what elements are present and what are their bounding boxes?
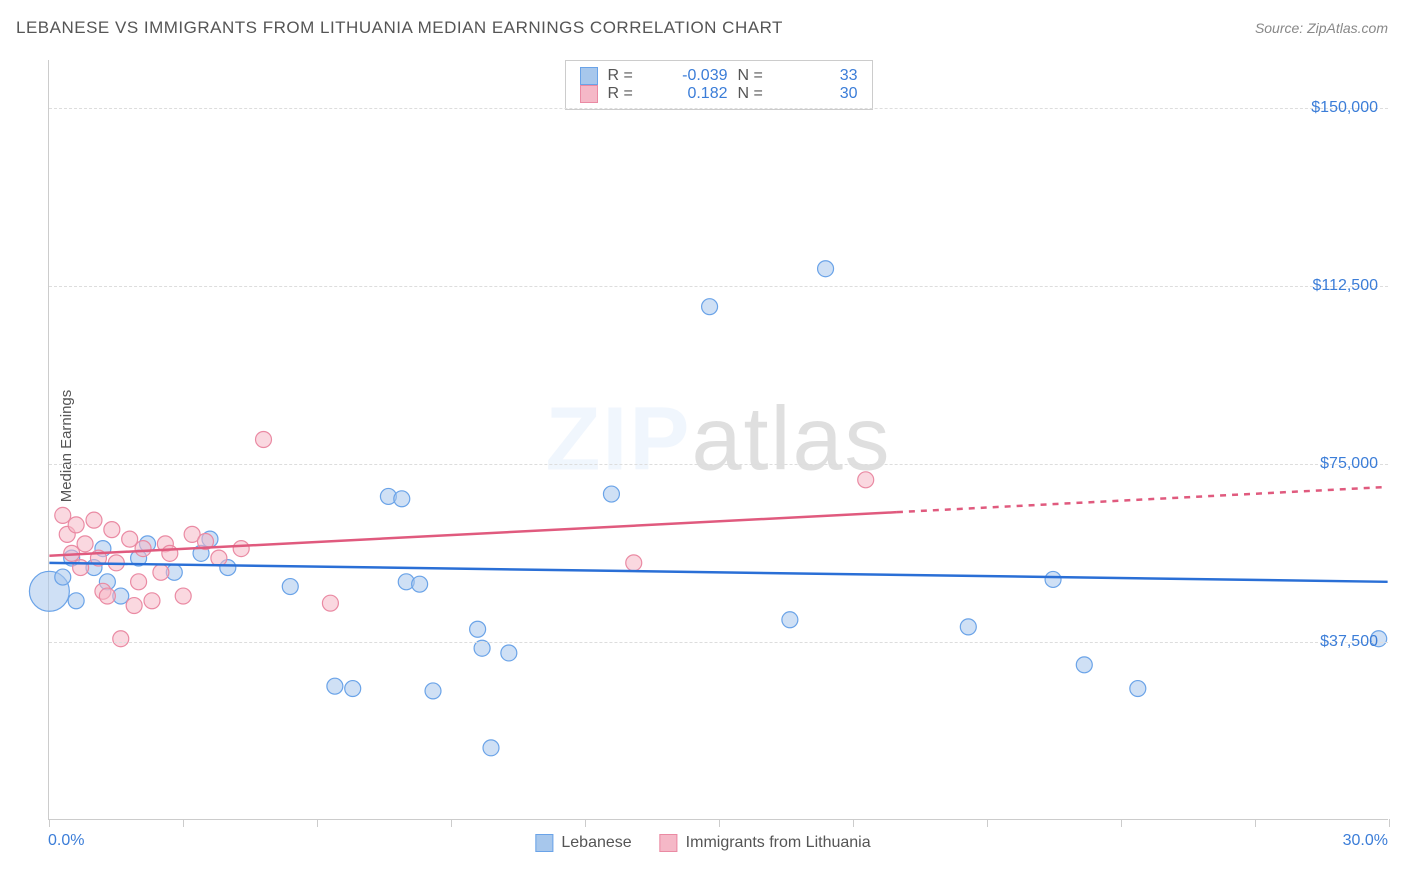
data-point-lithuania [131, 574, 147, 590]
data-point-lithuania [135, 541, 151, 557]
legend-r-value: 0.182 [658, 85, 728, 103]
chart-container: LEBANESE VS IMMIGRANTS FROM LITHUANIA ME… [0, 0, 1406, 892]
regression-line-dashed-lithuania [897, 487, 1388, 512]
data-point-lithuania [86, 512, 102, 528]
data-point-lebanese [818, 261, 834, 277]
legend-row: R = -0.039 N = 33 [580, 67, 858, 85]
data-point-lebanese [68, 593, 84, 609]
data-point-lebanese [55, 569, 71, 585]
chart-title: LEBANESE VS IMMIGRANTS FROM LITHUANIA ME… [16, 18, 783, 38]
regression-line-lithuania [49, 512, 897, 556]
legend-label: Lebanese [561, 834, 631, 852]
regression-line-lebanese [49, 563, 1387, 582]
legend-n-value: 30 [788, 85, 858, 103]
legend-row: R = 0.182 N = 30 [580, 85, 858, 103]
data-point-lebanese [282, 579, 298, 595]
legend-swatch-lithuania [660, 834, 678, 852]
data-point-lithuania [77, 536, 93, 552]
y-tick-label: $112,500 [1312, 277, 1378, 295]
data-point-lebanese [702, 299, 718, 315]
legend-n-value: 33 [788, 67, 858, 85]
legend-r-label: R = [608, 67, 648, 85]
data-point-lithuania [99, 588, 115, 604]
data-point-lithuania [175, 588, 191, 604]
data-point-lithuania [162, 545, 178, 561]
legend-item-lithuania: Immigrants from Lithuania [660, 834, 871, 852]
data-point-lithuania [233, 541, 249, 557]
data-point-lebanese [1076, 657, 1092, 673]
x-axis-min-label: 0.0% [48, 832, 84, 850]
legend-r-label: R = [608, 85, 648, 103]
y-tick-label: $75,000 [1320, 455, 1378, 473]
x-axis-max-label: 30.0% [1343, 832, 1388, 850]
data-point-lebanese [501, 645, 517, 661]
data-point-lebanese [782, 612, 798, 628]
chart-svg [49, 60, 1388, 819]
data-point-lithuania [153, 564, 169, 580]
legend-swatch-lebanese [580, 67, 598, 85]
data-point-lithuania [126, 598, 142, 614]
y-tick-label: $150,000 [1311, 99, 1378, 117]
legend-n-label: N = [738, 67, 778, 85]
legend-correlation: R = -0.039 N = 33 R = 0.182 N = 30 [565, 60, 873, 110]
legend-label: Immigrants from Lithuania [686, 834, 871, 852]
data-point-lebanese [345, 681, 361, 697]
data-point-lithuania [113, 631, 129, 647]
data-point-lithuania [211, 550, 227, 566]
data-point-lebanese [470, 621, 486, 637]
legend-series: Lebanese Immigrants from Lithuania [535, 834, 870, 852]
data-point-lithuania [144, 593, 160, 609]
data-point-lithuania [55, 507, 71, 523]
legend-r-value: -0.039 [658, 67, 728, 85]
legend-n-label: N = [738, 85, 778, 103]
data-point-lithuania [256, 432, 272, 448]
data-point-lithuania [858, 472, 874, 488]
data-point-lebanese [1130, 681, 1146, 697]
data-point-lebanese [412, 576, 428, 592]
data-point-lithuania [68, 517, 84, 533]
legend-swatch-lithuania [580, 85, 598, 103]
data-point-lebanese [425, 683, 441, 699]
data-point-lithuania [122, 531, 138, 547]
legend-item-lebanese: Lebanese [535, 834, 631, 852]
source-label: Source: ZipAtlas.com [1255, 20, 1388, 36]
data-point-lebanese [603, 486, 619, 502]
legend-swatch-lebanese [535, 834, 553, 852]
data-point-lithuania [626, 555, 642, 571]
y-tick-label: $37,500 [1320, 633, 1378, 651]
data-point-lithuania [322, 595, 338, 611]
data-point-lebanese [1045, 571, 1061, 587]
data-point-lebanese [960, 619, 976, 635]
data-point-lebanese [327, 678, 343, 694]
data-point-lebanese [483, 740, 499, 756]
plot-area: ZIPatlas R = -0.039 N = 33 R = 0.182 N =… [48, 60, 1388, 820]
data-point-lithuania [104, 522, 120, 538]
data-point-lebanese [394, 491, 410, 507]
